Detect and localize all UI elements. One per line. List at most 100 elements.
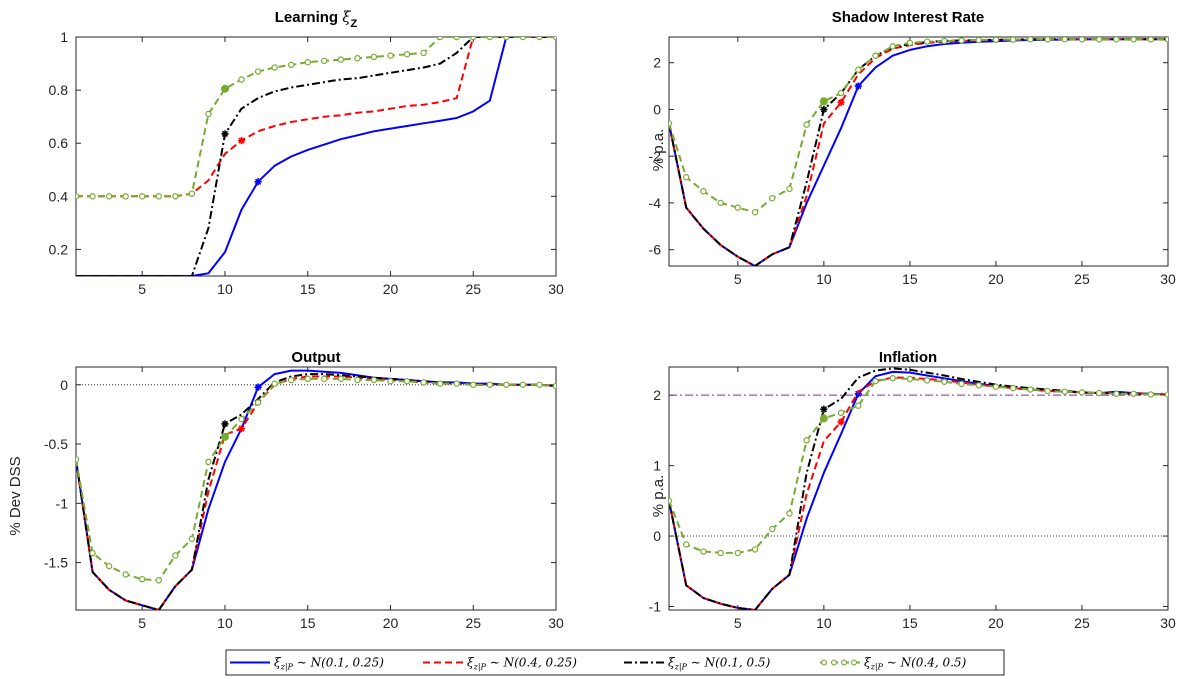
series-point bbox=[669, 120, 673, 127]
y-axis-label: % Dev DSS bbox=[7, 456, 24, 535]
series-point bbox=[453, 37, 460, 41]
series-point-highlight bbox=[819, 97, 828, 106]
series-marker-s2 bbox=[237, 425, 246, 433]
x-tick-label: 5 bbox=[734, 271, 742, 287]
series-point bbox=[354, 376, 361, 384]
series-point bbox=[751, 546, 759, 553]
series-point bbox=[271, 380, 278, 387]
series-point bbox=[271, 64, 278, 71]
series-point bbox=[304, 59, 311, 66]
legend-label-s2: ξz|P ∼ N(0.4, 0.25) bbox=[467, 656, 577, 672]
series-point bbox=[155, 577, 162, 584]
series-point bbox=[751, 209, 759, 216]
series-point bbox=[1147, 37, 1154, 43]
series-line-s1 bbox=[76, 37, 556, 276]
series-point bbox=[700, 548, 707, 555]
series-point bbox=[1009, 384, 1017, 392]
series-point bbox=[503, 37, 510, 41]
panel-inflation: Inflation % p.a. 5 10 15 20 25 30 -1 0 1 2 bbox=[649, 349, 1176, 631]
series-point bbox=[470, 37, 477, 41]
series-point bbox=[1078, 389, 1086, 396]
series-point bbox=[1095, 37, 1103, 43]
series-point bbox=[370, 376, 378, 384]
series-point bbox=[470, 381, 477, 388]
series-point bbox=[1130, 390, 1137, 397]
series-group bbox=[76, 37, 556, 276]
y-tick-label: 0 bbox=[60, 377, 68, 393]
series-point bbox=[122, 193, 129, 200]
series-point bbox=[304, 375, 311, 383]
x-tick-label: 25 bbox=[1074, 615, 1090, 631]
x-tick-label: 10 bbox=[816, 271, 832, 287]
series-point bbox=[238, 415, 245, 423]
x-tick-label: 15 bbox=[300, 615, 316, 631]
series-point bbox=[1164, 37, 1168, 43]
y-tick-label: 0 bbox=[653, 528, 661, 544]
series-point bbox=[238, 76, 245, 83]
series-point bbox=[337, 56, 345, 63]
y-tick-label: -1.5 bbox=[44, 555, 68, 571]
series-point bbox=[1113, 37, 1120, 43]
series-point bbox=[1027, 386, 1034, 393]
series-point bbox=[420, 49, 427, 57]
axes-box bbox=[668, 36, 1169, 267]
series-point bbox=[1113, 390, 1120, 397]
y-tick-label: -1 bbox=[649, 598, 662, 614]
series-point bbox=[387, 52, 394, 59]
series-point bbox=[89, 193, 96, 200]
marker-stroke bbox=[238, 137, 245, 144]
series-marker-s3 bbox=[221, 130, 229, 138]
y-tick-label: 0.6 bbox=[49, 135, 69, 151]
series-point bbox=[872, 377, 879, 385]
series-point bbox=[105, 562, 113, 570]
series-point bbox=[837, 89, 845, 97]
axes-box bbox=[75, 366, 557, 611]
series-point bbox=[403, 51, 411, 58]
series-point bbox=[958, 37, 965, 44]
series-point bbox=[837, 409, 845, 416]
series-point bbox=[172, 552, 179, 559]
series-point bbox=[1147, 391, 1154, 398]
marker-stroke bbox=[837, 99, 845, 106]
series-point bbox=[1027, 37, 1034, 43]
x-tick-label: 15 bbox=[902, 615, 918, 631]
series-point bbox=[503, 381, 510, 388]
series-marker-s1 bbox=[254, 383, 262, 391]
x-tick-label: 20 bbox=[383, 281, 399, 297]
legend-marker bbox=[851, 659, 857, 666]
series-point bbox=[734, 549, 742, 557]
series-point bbox=[1078, 37, 1086, 43]
legend-marker bbox=[831, 659, 837, 666]
y-tick-label: 2 bbox=[653, 55, 661, 71]
series-point bbox=[769, 195, 776, 202]
marker-stroke bbox=[820, 106, 827, 113]
y-tick-label: -2 bbox=[649, 148, 662, 164]
series-point bbox=[139, 193, 146, 200]
series-point bbox=[803, 121, 810, 128]
x-tick-label: 5 bbox=[138, 281, 146, 297]
y-tick-label: -4 bbox=[649, 195, 662, 211]
legend: ξz|P ∼ N(0.1, 0.25) ξz|P ∼ N(0.4, 0.25) ξz… bbox=[225, 649, 1005, 676]
x-tick-label: 15 bbox=[300, 281, 316, 297]
legend-label-s1: ξz|P ∼ N(0.1, 0.25) bbox=[274, 656, 384, 672]
series-point bbox=[786, 510, 793, 517]
y-tick-label: 2 bbox=[653, 387, 661, 403]
series-point bbox=[436, 37, 444, 41]
series-point bbox=[941, 37, 948, 45]
series-point bbox=[975, 382, 982, 389]
series-marker-s1 bbox=[254, 178, 262, 186]
x-tick-label: 30 bbox=[1160, 271, 1176, 287]
series-point bbox=[76, 456, 80, 463]
series-point bbox=[786, 185, 793, 193]
series-point bbox=[155, 193, 162, 200]
series-point bbox=[992, 37, 1000, 44]
series-point bbox=[958, 380, 965, 388]
series-point bbox=[552, 382, 556, 390]
x-tick-label: 25 bbox=[465, 281, 481, 297]
legend-marker bbox=[821, 659, 827, 666]
series-group bbox=[76, 369, 556, 610]
series-marker-s3 bbox=[820, 105, 828, 114]
panel-shadow-interest-rate: Shadow Interest Rate % p.a. 5 10 15 20 25 30-… bbox=[649, 9, 1176, 287]
series-point-highlight bbox=[819, 414, 828, 423]
series-point bbox=[287, 376, 295, 384]
